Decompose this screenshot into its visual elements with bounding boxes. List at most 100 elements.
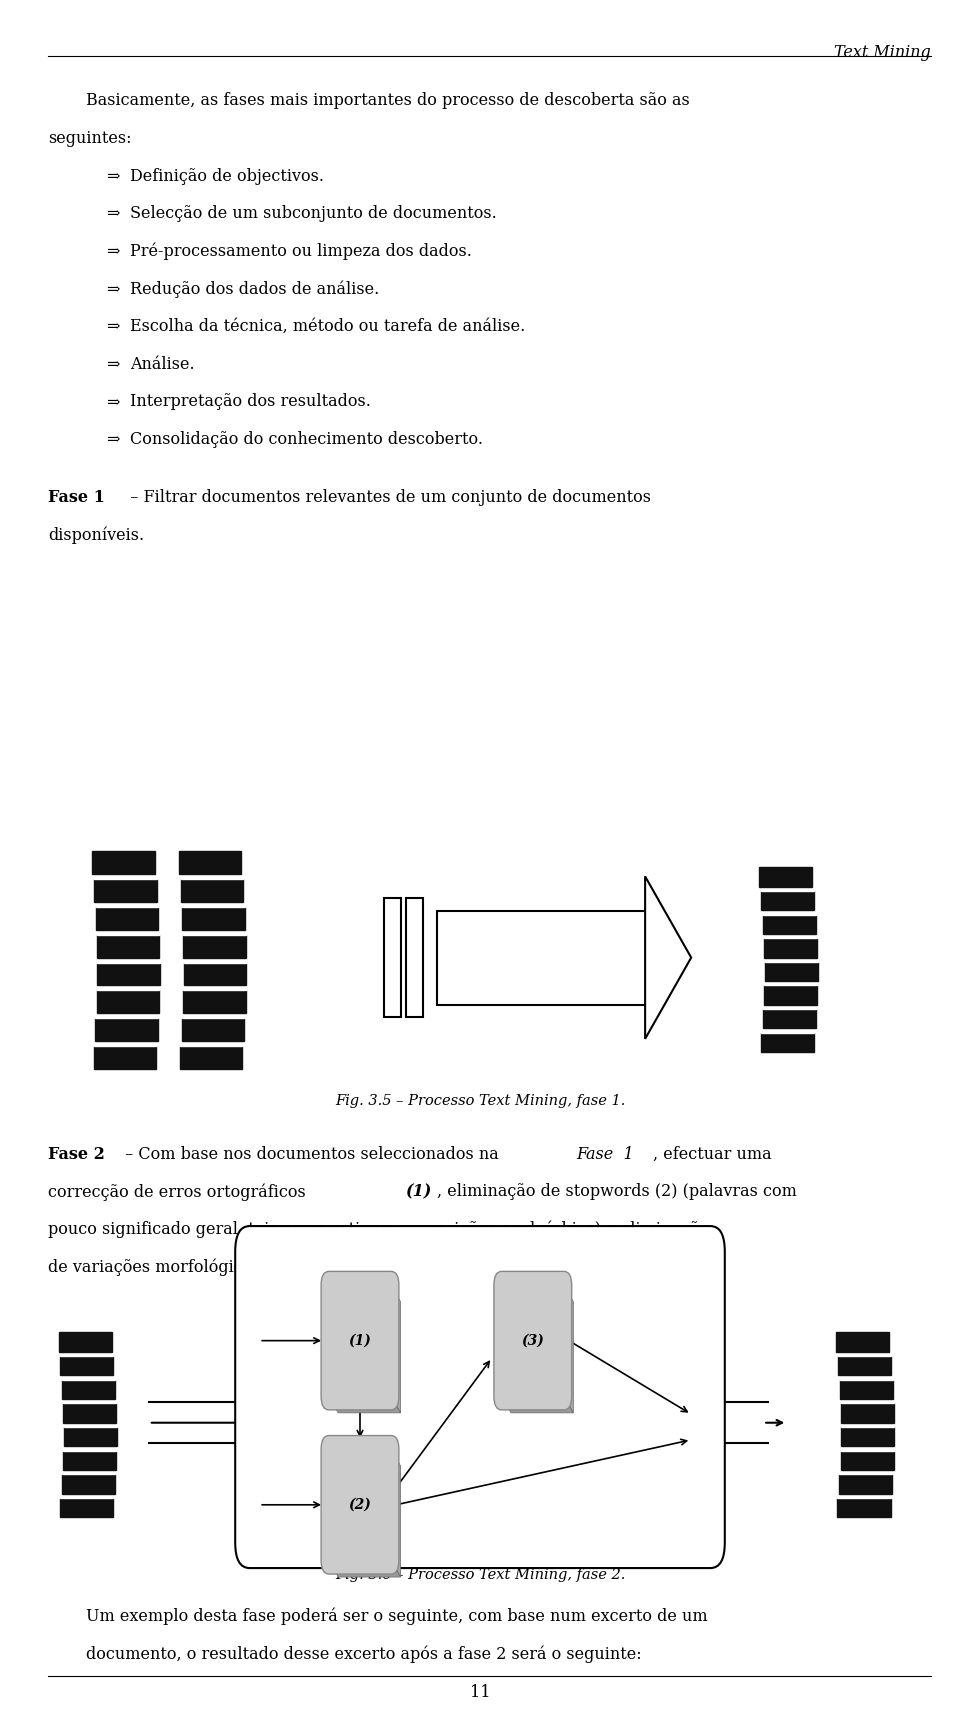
Bar [837,1493,891,1498]
Text: ⇒: ⇒ [106,243,119,260]
FancyBboxPatch shape [180,1047,242,1069]
Text: ⇒: ⇒ [106,431,119,448]
FancyBboxPatch shape [321,1272,399,1409]
Text: ⇒: ⇒ [106,280,119,298]
Bar [383,898,401,1017]
Text: Fig. 3.6 – Processo Text Mining, fase 2.: Fig. 3.6 – Processo Text Mining, fase 2. [335,1568,625,1582]
Bar [94,874,156,879]
FancyBboxPatch shape [760,1033,814,1052]
Text: Consolidação do conhecimento descoberto.: Consolidação do conhecimento descoberto. [130,431,483,448]
Bar [63,1447,116,1450]
FancyBboxPatch shape [183,935,246,958]
FancyBboxPatch shape [94,879,156,903]
Bar [182,903,245,906]
Bar [764,958,818,961]
FancyBboxPatch shape [63,1426,117,1447]
Bar [437,911,653,1005]
FancyBboxPatch shape [764,939,817,958]
Bar [61,1471,115,1474]
Bar [763,910,816,915]
FancyBboxPatch shape [841,1450,894,1471]
Polygon shape [392,1286,400,1412]
FancyBboxPatch shape [92,852,155,874]
FancyBboxPatch shape [94,1047,156,1069]
FancyBboxPatch shape [764,985,817,1005]
FancyBboxPatch shape [838,1356,891,1375]
FancyBboxPatch shape [762,1009,816,1028]
Text: ⇒: ⇒ [106,168,119,185]
FancyBboxPatch shape [761,891,814,910]
Bar [97,958,159,963]
Text: Fase 1: Fase 1 [48,489,105,506]
Bar [60,1493,113,1498]
Text: Fig. 3.5 – Processo Text Mining, fase 1.: Fig. 3.5 – Processo Text Mining, fase 1. [335,1094,625,1108]
Text: – Filtrar documentos relevantes de um conjunto de documentos: – Filtrar documentos relevantes de um co… [120,489,651,506]
Text: ⇒: ⇒ [106,393,119,410]
FancyBboxPatch shape [235,1226,725,1568]
Bar [97,930,159,935]
Text: Definição de objectivos.: Definição de objectivos. [130,168,324,185]
FancyBboxPatch shape [97,963,159,985]
FancyBboxPatch shape [764,961,818,982]
Text: ⇒: ⇒ [106,356,119,373]
Bar [764,934,817,939]
Text: (1): (1) [405,1183,431,1200]
Text: Escolha da técnica, método ou tarefa de análise.: Escolha da técnica, método ou tarefa de … [130,318,525,335]
FancyBboxPatch shape [59,1332,111,1353]
FancyBboxPatch shape [183,963,246,985]
Text: correcção de erros ortográficos: correcção de erros ortográficos [48,1183,311,1200]
FancyBboxPatch shape [95,1017,157,1041]
Text: Fase 2: Fase 2 [48,1146,105,1163]
Bar [94,1041,156,1047]
Text: (3): (3) [521,1334,544,1347]
Text: Fase  1: Fase 1 [576,1146,634,1163]
Text: documento, o resultado desse excerto após a fase 2 será o seguinte:: documento, o resultado desse excerto apó… [86,1645,642,1662]
FancyBboxPatch shape [321,1435,399,1573]
FancyBboxPatch shape [179,852,241,874]
Text: ⇒: ⇒ [106,205,119,222]
FancyBboxPatch shape [494,1272,572,1409]
Bar [841,1447,894,1450]
Text: Interpretação dos resultados.: Interpretação dos resultados. [130,393,371,410]
Polygon shape [645,876,691,1040]
Bar [841,1423,895,1426]
Bar [181,1012,244,1017]
FancyBboxPatch shape [60,1498,113,1517]
FancyBboxPatch shape [841,1404,894,1423]
FancyBboxPatch shape [62,1380,115,1399]
Text: ⇒: ⇒ [106,318,119,335]
Bar [60,1353,113,1356]
Text: Pré-processamento ou limpeza dos dados.: Pré-processamento ou limpeza dos dados. [130,243,471,260]
Bar [839,1471,893,1474]
FancyBboxPatch shape [182,906,245,930]
Bar [183,985,246,990]
FancyBboxPatch shape [181,1017,244,1041]
Text: , eliminação de stopwords (2) (palavras com: , eliminação de stopwords (2) (palavras … [437,1183,797,1200]
FancyBboxPatch shape [96,906,158,930]
Text: Análise.: Análise. [130,356,194,373]
Bar [97,985,159,990]
FancyBboxPatch shape [759,867,812,887]
FancyBboxPatch shape [180,879,243,903]
Bar [62,1375,115,1380]
Bar [762,1005,816,1009]
Bar [841,1399,894,1404]
FancyBboxPatch shape [837,1498,891,1517]
FancyBboxPatch shape [60,1356,113,1375]
Text: – Com base nos documentos seleccionados na: – Com base nos documentos seleccionados … [120,1146,504,1163]
Text: de variações morfológicas: de variações morfológicas [48,1259,266,1276]
FancyBboxPatch shape [97,935,159,958]
Text: pouco significado geral, tais como artigos, preposições e advérbios) e eliminaçã: pouco significado geral, tais como artig… [48,1221,709,1238]
FancyBboxPatch shape [840,1380,893,1399]
Text: (1): (1) [348,1334,372,1347]
Bar [764,982,817,985]
Bar [96,903,158,906]
Bar [95,1012,157,1017]
Bar [183,958,246,963]
Bar [180,874,243,879]
Polygon shape [564,1286,573,1412]
FancyBboxPatch shape [63,1450,116,1471]
Text: Basicamente, as fases mais importantes do processo de descoberta são as: Basicamente, as fases mais importantes d… [86,92,690,109]
FancyBboxPatch shape [63,1404,116,1423]
FancyBboxPatch shape [763,915,816,934]
